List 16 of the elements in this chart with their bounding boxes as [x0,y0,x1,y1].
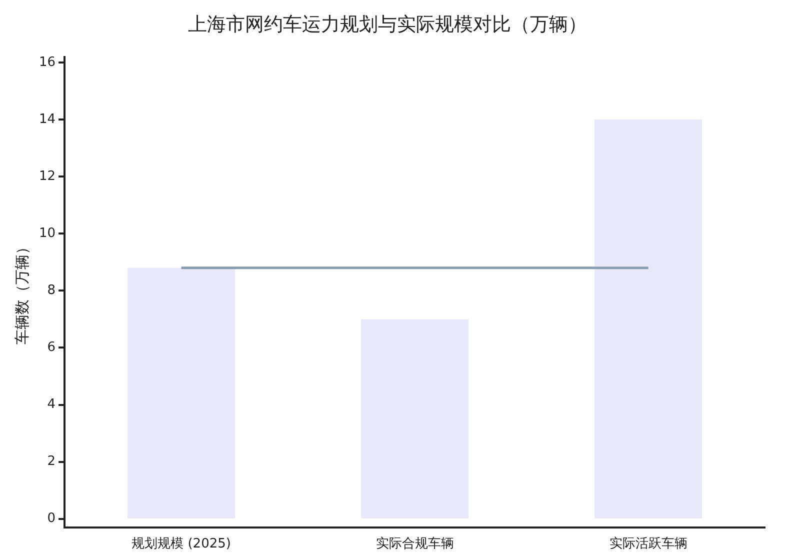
y-tick-label: 14 [38,112,56,127]
y-tick-label: 2 [47,454,56,470]
x-tick-label: 实际活跃车辆 [609,536,688,552]
x-tick-label: 实际合规车辆 [376,536,454,552]
chart-title: 上海市网约车运力规划与实际规模对比（万辆） [188,13,587,36]
bar [594,120,702,518]
y-tick-label: 4 [47,397,56,412]
y-tick-label: 12 [38,168,56,184]
y-tick-label: 6 [47,340,56,356]
x-tick-label: 规划规模 (2025) [132,536,231,552]
y-tick-label: 8 [47,283,56,298]
y-tick-label: 16 [38,54,56,70]
bar [128,268,235,518]
y-tick-label: 10 [38,226,56,242]
y-tick-label: 0 [47,511,56,526]
y-axis-title: 车辆数（万辆） [12,240,31,345]
